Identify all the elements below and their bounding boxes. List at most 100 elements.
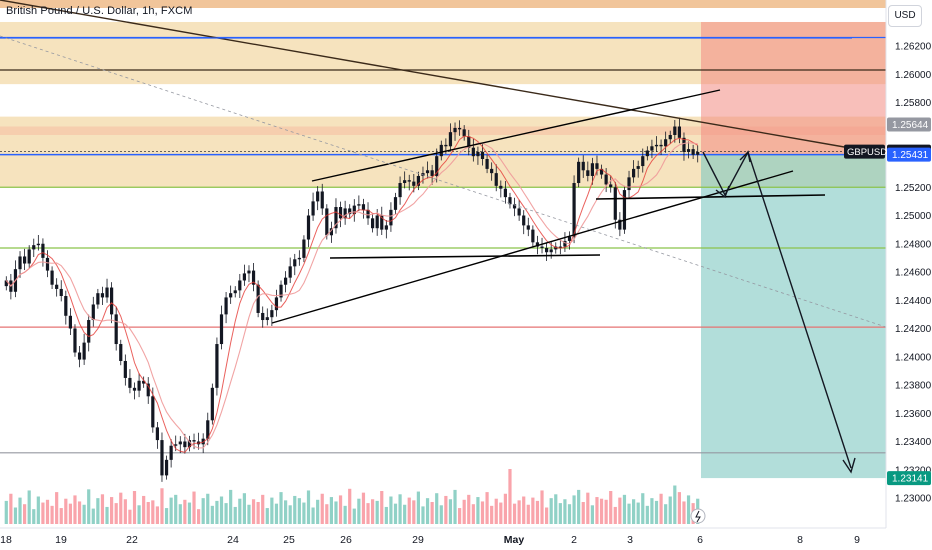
y-tick-label: 1.25200 xyxy=(895,183,932,194)
volume-bar xyxy=(320,493,324,524)
candle-body xyxy=(485,159,489,169)
candle-body xyxy=(393,197,398,210)
volume-bar xyxy=(480,501,485,524)
volume-bar xyxy=(261,494,265,524)
candle-body xyxy=(160,440,164,476)
time-axis-panel xyxy=(0,528,932,550)
x-tick-label: 19 xyxy=(55,534,67,546)
candle-body xyxy=(183,441,187,448)
candle-body xyxy=(23,256,27,264)
candle-body xyxy=(462,129,466,137)
candle-body xyxy=(233,290,237,294)
volume-bar xyxy=(251,499,256,524)
chart-title: British Pound / U.S. Dollar, 1h, FXCM xyxy=(6,5,193,17)
candle-body xyxy=(64,296,68,316)
volume-bar xyxy=(284,500,288,524)
candle-body xyxy=(494,173,498,186)
y-tick-label: 1.24200 xyxy=(895,324,932,335)
candle-body xyxy=(306,215,311,240)
volume-bar xyxy=(114,503,118,524)
candle-body xyxy=(155,427,159,441)
volume-bar xyxy=(384,506,388,524)
volume-bar xyxy=(609,491,613,524)
volume-bar xyxy=(9,493,13,524)
candle-body xyxy=(380,215,384,230)
volume-bar xyxy=(151,500,155,524)
candle-body xyxy=(164,459,169,476)
candle-body xyxy=(73,328,77,353)
candle-body xyxy=(654,144,659,147)
volume-bar xyxy=(50,505,54,524)
candle-body xyxy=(535,242,540,247)
volume-bar xyxy=(439,505,443,524)
candle-body xyxy=(645,150,649,157)
volume-bar xyxy=(160,488,164,524)
candle-body xyxy=(261,312,265,321)
candle-body xyxy=(18,256,22,270)
candle-body xyxy=(334,207,338,229)
volume-bar xyxy=(357,498,361,524)
volume-bar xyxy=(659,493,663,524)
candle-body xyxy=(677,126,681,138)
goto-realtime-icon xyxy=(690,508,706,524)
x-tick-label: May xyxy=(504,534,525,546)
volume-bar xyxy=(32,509,36,524)
candle-body xyxy=(375,215,379,229)
volume-bar xyxy=(531,497,535,524)
volume-bar xyxy=(224,503,228,524)
candle-body xyxy=(128,377,132,388)
candle-body xyxy=(467,136,471,148)
candle-body xyxy=(622,190,627,230)
candle-body xyxy=(114,314,118,345)
candle-body xyxy=(100,293,105,298)
y-tick-label: 1.26200 xyxy=(895,42,932,53)
volume-bar xyxy=(416,491,420,524)
candle-body xyxy=(595,163,599,169)
candle-body xyxy=(68,315,72,329)
volume-bar xyxy=(87,489,91,524)
top-zone-band xyxy=(0,0,886,8)
candle-body xyxy=(325,208,329,236)
volume-bar xyxy=(471,504,475,524)
candle-body xyxy=(686,149,691,152)
volume-bar xyxy=(210,505,214,524)
volume-bar xyxy=(650,498,654,524)
currency-button[interactable]: USD xyxy=(888,5,922,27)
candle-body xyxy=(526,225,530,230)
candle-body xyxy=(59,288,63,297)
volume-bar xyxy=(146,502,150,524)
moving-average-slow xyxy=(5,142,698,449)
candle-body xyxy=(366,209,370,219)
volume-bar xyxy=(174,494,178,524)
volume-bar xyxy=(636,502,640,524)
volume-bar xyxy=(503,493,507,524)
volume-bar xyxy=(91,508,95,524)
candle-body xyxy=(659,144,663,147)
volume-bar xyxy=(293,495,297,524)
y-tick-label: 1.23000 xyxy=(895,494,932,505)
price-badge-value: 1.25431 xyxy=(892,150,929,161)
candle-body xyxy=(82,342,86,360)
volume-bar xyxy=(462,499,466,524)
candle-body xyxy=(563,240,567,247)
volume-bar xyxy=(393,503,398,524)
candle-body xyxy=(77,352,82,360)
candle-body xyxy=(668,134,672,140)
volume-bar xyxy=(508,469,512,524)
candle-body xyxy=(425,170,430,174)
volume-bar xyxy=(421,506,425,524)
candle-body xyxy=(270,310,274,318)
volume-bar xyxy=(380,491,384,524)
volume-bar xyxy=(654,500,659,524)
volume-bar xyxy=(613,506,617,524)
volume-bar xyxy=(18,497,22,524)
upper-channel-line xyxy=(311,89,721,182)
candle-body xyxy=(279,284,283,298)
volume-bar xyxy=(453,489,457,524)
y-tick-label: 1.23200 xyxy=(895,465,932,476)
candle-body xyxy=(609,184,613,188)
volume-bar xyxy=(45,499,50,524)
arrowhead-up xyxy=(739,150,751,163)
